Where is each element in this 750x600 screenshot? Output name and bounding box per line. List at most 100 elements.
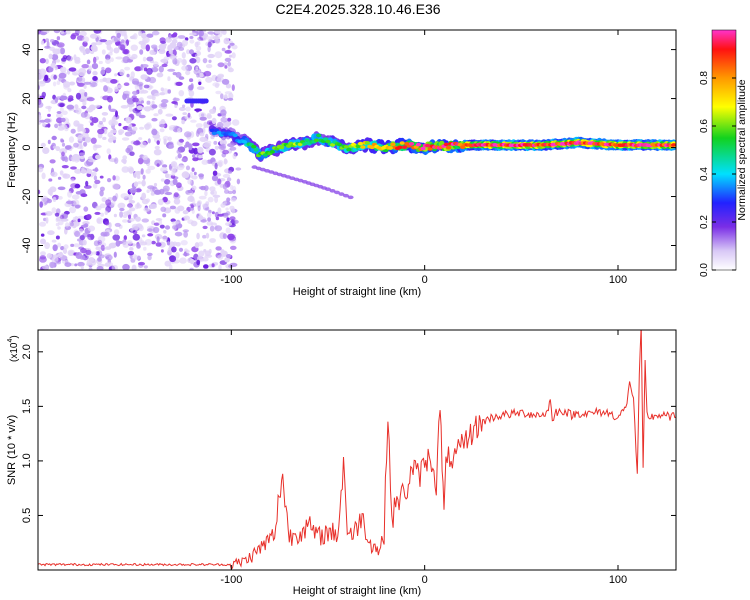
noise-speck [225,83,232,89]
noise-speck [147,185,155,190]
noise-speck [96,266,104,270]
noise-speck [214,83,220,89]
noise-speck [171,101,178,104]
snr-multiplier: (x104) [7,335,20,362]
band-mark [397,145,403,150]
spectrogram-x-label: Height of straight line (km) [293,286,421,298]
noise-speck [210,222,217,226]
noise-speck [229,216,236,221]
noise-speck [170,168,177,172]
noise-speck [146,67,153,75]
noise-speck [184,131,192,138]
noise-speck [222,173,231,178]
noise-speck [199,132,205,137]
noise-speck [99,190,104,197]
noise-speck [171,169,176,177]
noise-speck [122,214,128,218]
noise-speck [40,142,46,148]
noise-speck [212,194,221,198]
noise-speck [230,245,237,250]
band-mark [446,145,452,150]
colorbar-gradient [711,29,737,271]
noise-speck [44,74,49,82]
noise-speck [161,88,170,95]
noise-speck [217,207,222,214]
noise-speck [38,101,44,108]
noise-speck [51,207,57,214]
colorbar-label: Normalized spectral amplitude [736,79,748,220]
noise-speck [105,199,112,207]
noise-speck [120,193,129,199]
noise-speck [167,68,176,72]
noise-speck [39,119,46,123]
noise-speck [217,62,225,68]
noise-speck [185,106,191,112]
noise-speck [83,81,92,85]
noise-speck [85,180,89,187]
snr-x-label: Height of straight line (km) [293,585,421,597]
noise-speck [60,218,69,222]
noise-speck [159,224,165,229]
noise-speck [189,258,195,265]
noise-speck [60,138,64,142]
noise-speck [171,33,177,38]
noise-speck [189,49,194,55]
noise-speck [77,125,81,133]
noise-speck [78,152,85,156]
noise-speck [159,128,165,133]
noise-speck [138,114,146,119]
noise-speck [56,117,63,124]
noise-speck [146,95,155,99]
noise-speck [229,42,235,46]
noise-speck [175,81,183,86]
noise-speck [222,149,230,155]
noise-speck [180,240,188,246]
noise-speck [162,185,170,192]
noise-speck [49,159,56,164]
noise-speck [60,117,66,123]
colorbar-tick-label: 0.6 [699,119,710,133]
noise-speck [69,68,76,72]
noise-speck [215,90,222,95]
noise-speck [141,192,147,200]
noise-speck [181,171,190,179]
noise-speck [140,74,148,80]
noise-speck [41,91,46,98]
noise-speck [228,54,233,58]
noise-speck [59,66,67,73]
noise-speck [136,81,144,87]
noise-speck [222,183,228,190]
noise-speck [38,166,44,173]
noise-speck [229,262,238,267]
noise-speck [136,243,141,249]
noise-speck [181,119,186,125]
noise-speck [134,66,143,72]
noise-speck [192,142,200,147]
noise-speck [52,48,61,55]
noise-speck [129,151,135,156]
noise-speck [139,49,144,55]
noise-speck [209,225,215,232]
noise-speck [87,168,93,174]
noise-speck [224,65,228,69]
noise-speck [175,156,179,160]
noise-speck [118,41,122,46]
noise-speck [178,107,186,111]
noise-speck [97,123,104,128]
band-mark [232,133,238,138]
noise-speck [70,128,76,134]
noise-speck [169,205,176,210]
noise-speck [97,128,105,135]
noise-speck [87,233,91,238]
noise-speck [182,112,187,116]
band-mark [443,142,449,147]
noise-speck [183,231,189,238]
noise-speck [59,103,65,108]
side-branch-mark [334,190,340,195]
noise-speck [151,30,160,36]
noise-speck [75,107,82,115]
noise-speck [40,40,45,45]
noise-speck [65,222,70,228]
noise-speck [73,142,79,148]
noise-speck [167,141,174,145]
